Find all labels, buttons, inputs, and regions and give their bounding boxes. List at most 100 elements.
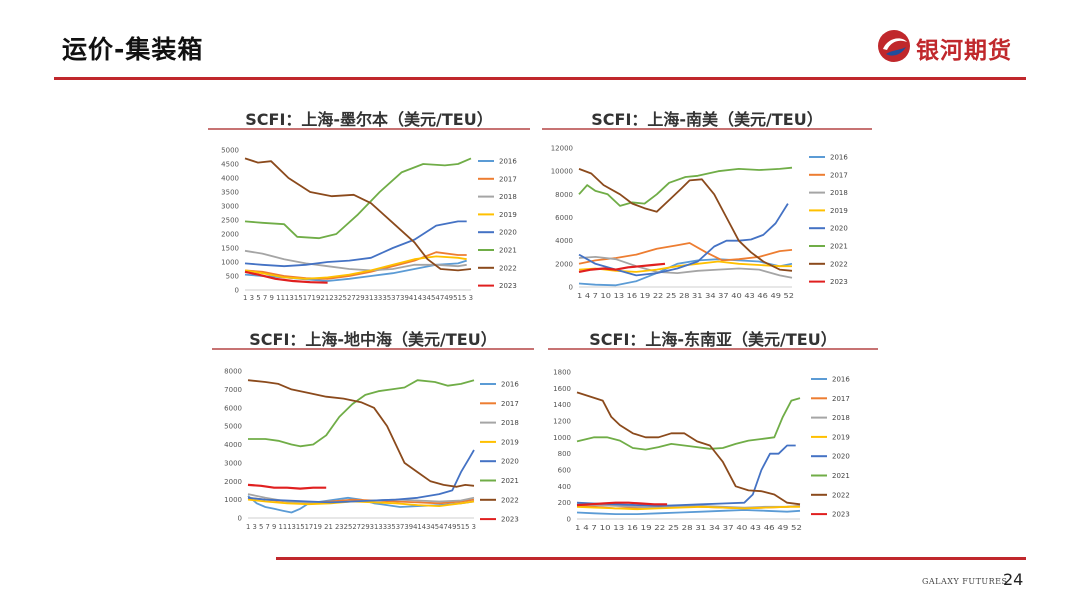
footer-brand: GALAXY FUTURES: [922, 577, 1008, 586]
legend-label: 2018: [499, 193, 517, 201]
chart-title-rule: [542, 128, 872, 130]
chart-panel-mediterranean: SCFI：上海-地中海（美元/TEU） 0 1000 2000 3000 4000 500…: [212, 320, 534, 540]
y-tick-label: 4500: [221, 161, 239, 169]
legend-label: 2023: [499, 282, 517, 290]
chart-panel-southeast-asia: SCFI：上海-东南亚（美元/TEU） 0 200 400 600 800 1000 120…: [548, 320, 878, 540]
series-line-2017: [244, 251, 467, 280]
legend-label: 2019: [830, 207, 848, 215]
chart-melbourne: 0 500 1000 1500 2000 2500 3000 3500 4000 4500 5000…: [221, 147, 517, 303]
legend-label: 2016: [499, 158, 517, 166]
series-line-2016: [576, 509, 801, 516]
y-tick-label: 6000: [555, 214, 573, 222]
y-tick-label: 10000: [551, 168, 573, 176]
legend-label: 2021: [830, 243, 848, 251]
y-tick-label: 4000: [555, 237, 573, 245]
y-tick-label: 4000: [224, 441, 242, 449]
series-line-2019: [247, 498, 475, 508]
y-tick-label: 2000: [221, 231, 239, 239]
chart-title: SCFI：上海-南美（美元/TEU）: [591, 110, 823, 129]
legend-label: 2018: [830, 189, 848, 197]
y-tick-label: 1000: [221, 259, 239, 267]
legend-label: 2023: [501, 516, 519, 524]
y-tick-label: 800: [558, 450, 571, 458]
x-tick-labels: 1 4 7 10 13 16 19 22 25 28 31 34 37 40 4…: [577, 292, 794, 300]
legend-label: 2021: [499, 247, 517, 255]
legend-label: 2016: [501, 381, 519, 389]
series-line-2021: [244, 157, 472, 240]
y-tick-label: 0: [567, 516, 571, 524]
series-line-2023: [576, 501, 668, 507]
legend-label: 2022: [499, 264, 517, 272]
y-tick-label: 3500: [221, 189, 239, 197]
series-line-2022: [244, 157, 472, 272]
y-tick-label: 200: [558, 499, 571, 507]
legend-label: 2020: [499, 229, 517, 237]
y-tick-label: 5000: [224, 423, 242, 431]
y-tick-label: 12000: [551, 145, 573, 153]
chart-panel-south-america: SCFI：上海-南美（美元/TEU） 0 2000 4000 6000 8000 1000…: [542, 100, 872, 310]
chart-title: SCFI：上海-墨尔本（美元/TEU）: [245, 110, 493, 129]
series-line-2019: [576, 505, 800, 511]
series-line-2023: [244, 270, 328, 284]
y-tick-label: 1800: [553, 369, 571, 377]
series-line-2022: [578, 168, 793, 272]
series-line-2019: [244, 255, 467, 280]
legend-label: 2020: [830, 225, 848, 233]
series-line-2022: [576, 391, 801, 506]
legend-label: 2017: [830, 171, 848, 179]
y-tick-label: 0: [569, 284, 573, 292]
series-line-2023: [247, 483, 327, 490]
legend-label: 2017: [832, 395, 850, 403]
chart-southeast-asia: 0 200 400 600 800 1000 1200 1400 1600 1800 1 4 7 1…: [553, 369, 850, 533]
legend-label: 2021: [832, 472, 850, 480]
y-tick-label: 8000: [555, 191, 573, 199]
y-tick-label: 4000: [221, 175, 239, 183]
series-line-2021: [248, 379, 475, 448]
series-line-2018: [244, 249, 467, 272]
legend-label: 2019: [499, 211, 517, 219]
brand-logo: 银河期货: [876, 28, 1036, 68]
series-line-2018: [578, 255, 793, 279]
series-line-2021: [576, 397, 801, 451]
y-tick-label: 2000: [224, 478, 242, 486]
y-tick-label: 1200: [553, 418, 571, 426]
galaxy-logo-icon: [878, 30, 910, 62]
x-tick-labels: 1 3 5 7 9 111315171921232527293133353739…: [243, 294, 473, 302]
series-line-2020: [578, 203, 789, 277]
legend-label: 2016: [832, 376, 850, 384]
y-tick-label: 1600: [553, 385, 571, 393]
y-tick-label: 600: [558, 467, 571, 475]
series-line-2020: [576, 444, 796, 507]
y-tick-label: 0: [235, 287, 239, 295]
y-tick-label: 5000: [221, 147, 239, 155]
y-tick-label: 500: [226, 273, 239, 281]
x-tick-labels: 1 4 7 10 13 16 19 22 25 28 31 34 37 40 4…: [575, 524, 802, 532]
chart-title-rule: [548, 348, 878, 350]
y-tick-label: 400: [558, 483, 571, 491]
series-line-2020: [247, 449, 475, 504]
series-line-2017: [578, 242, 793, 265]
y-tick-label: 3000: [221, 203, 239, 211]
legend-label: 2021: [501, 477, 519, 485]
y-tick-label: 3000: [224, 459, 242, 467]
page-title: 运价-集装箱: [62, 35, 204, 64]
series-line-2016: [578, 258, 793, 287]
page-number: 24: [1003, 570, 1024, 589]
y-tick-label: 2000: [555, 260, 573, 268]
legend-label: 2022: [501, 496, 519, 504]
legend-label: 2016: [830, 154, 848, 162]
title-divider: [54, 77, 1026, 80]
chart-title: SCFI：上海-地中海（美元/TEU）: [249, 330, 497, 349]
series-line-2022: [247, 379, 475, 488]
chart-title: SCFI：上海-东南亚（美元/TEU）: [589, 330, 837, 349]
y-tick-label: 1000: [553, 434, 571, 442]
legend-label: 2023: [832, 511, 850, 519]
legend-label: 2017: [501, 400, 519, 408]
legend-label: 2020: [832, 453, 850, 461]
chart-title-rule: [208, 128, 530, 130]
series-line-2021: [578, 166, 793, 207]
y-tick-label: 1000: [224, 496, 242, 504]
y-tick-label: 8000: [224, 368, 242, 376]
y-tick-label: 1500: [221, 245, 239, 253]
legend-label: 2022: [832, 491, 850, 499]
